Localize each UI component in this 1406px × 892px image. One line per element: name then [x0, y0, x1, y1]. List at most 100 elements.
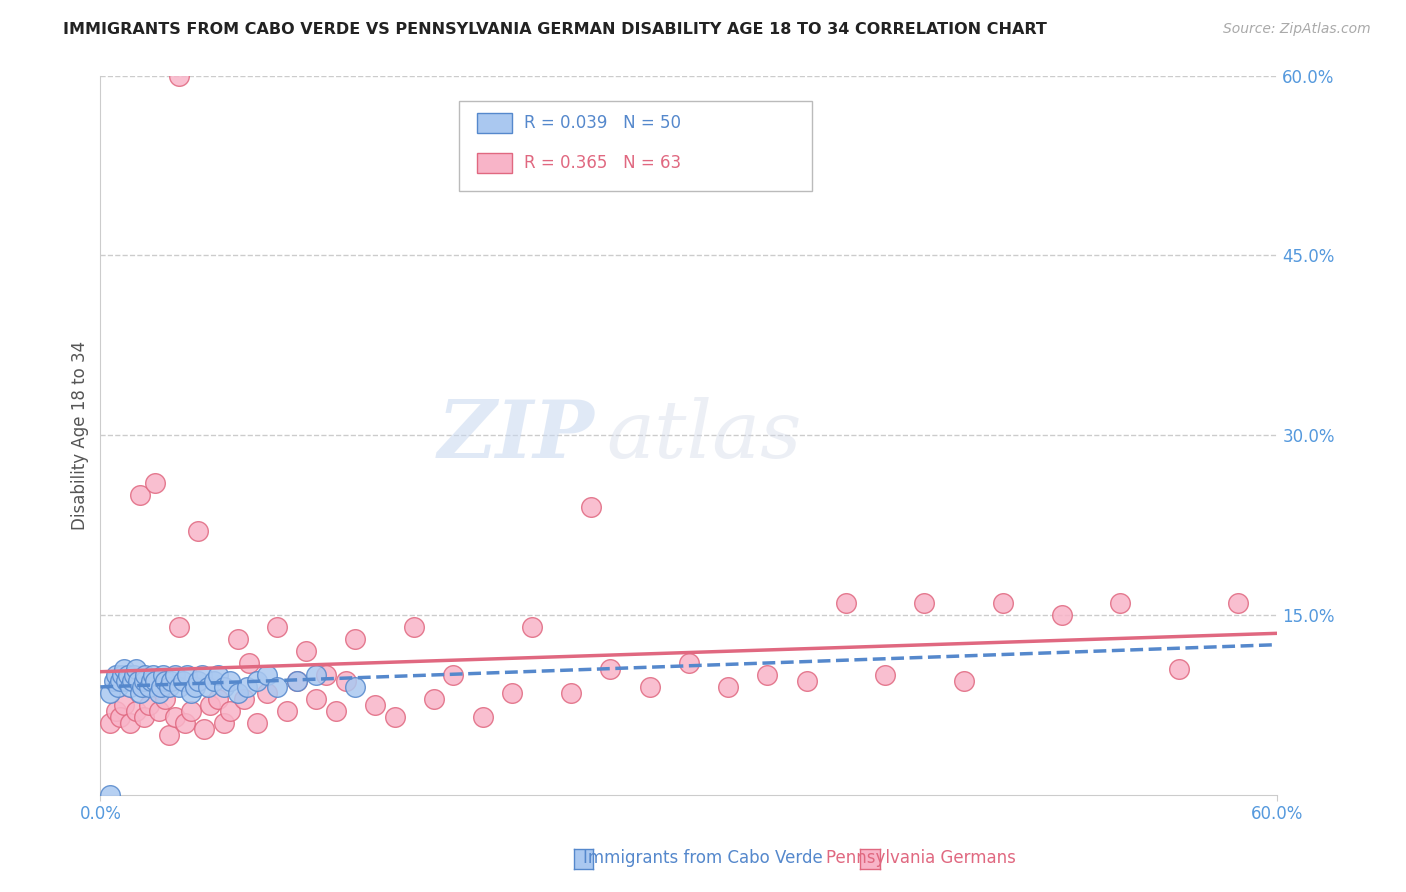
Point [127, 674, 149, 689]
Text: atlas: atlas [606, 397, 801, 474]
Point [471, 710, 494, 724]
Point [835, 596, 858, 610]
Point [157, 728, 180, 742]
Point [160, 674, 183, 689]
Point [285, 674, 308, 689]
Point [124, 704, 146, 718]
Point [138, 698, 160, 712]
Point [246, 674, 269, 689]
Point [121, 674, 143, 689]
Point [579, 500, 602, 515]
Point [148, 686, 170, 700]
Point [138, 680, 160, 694]
Point [167, 620, 190, 634]
Point [191, 668, 214, 682]
Point [118, 716, 141, 731]
Point [218, 704, 240, 718]
Point [678, 656, 700, 670]
Point [218, 674, 240, 689]
Point [232, 692, 254, 706]
Point [98, 716, 121, 731]
Point [141, 674, 163, 689]
Point [756, 668, 779, 682]
Point [153, 674, 176, 689]
Point [107, 680, 129, 694]
Point [132, 674, 155, 689]
Point [105, 704, 128, 718]
Point [501, 686, 523, 700]
Point [143, 674, 166, 689]
Point [118, 680, 141, 694]
Point [912, 596, 935, 610]
Point [384, 710, 406, 724]
Point [132, 710, 155, 724]
Point [1109, 596, 1132, 610]
Point [325, 704, 347, 718]
Point [404, 620, 426, 634]
Point [200, 698, 222, 712]
Point [285, 674, 308, 689]
Point [952, 674, 974, 689]
Point [276, 704, 298, 718]
Point [152, 668, 174, 682]
Text: Immigrants from Cabo Verde: Immigrants from Cabo Verde [583, 849, 823, 867]
Point [226, 686, 249, 700]
Point [443, 668, 465, 682]
Point [212, 716, 235, 731]
Point [638, 680, 661, 694]
Y-axis label: Disability Age 18 to 34: Disability Age 18 to 34 [72, 341, 89, 530]
Point [98, 788, 121, 802]
Text: Source: ZipAtlas.com: Source: ZipAtlas.com [1223, 22, 1371, 37]
Point [991, 596, 1014, 610]
Text: R = 0.365   N = 63: R = 0.365 N = 63 [524, 153, 682, 171]
Point [128, 488, 150, 502]
Text: R = 0.039   N = 50: R = 0.039 N = 50 [524, 114, 681, 132]
Point [128, 686, 150, 700]
Point [108, 710, 131, 724]
Point [1227, 596, 1250, 610]
Point [1050, 608, 1073, 623]
Point [150, 680, 173, 694]
Text: ZIP: ZIP [437, 397, 595, 474]
Point [187, 674, 209, 689]
Point [207, 668, 229, 682]
Text: Pennsylvania Germans: Pennsylvania Germans [825, 849, 1017, 867]
Point [335, 674, 357, 689]
Point [131, 680, 153, 694]
Point [167, 69, 190, 83]
Point [148, 704, 170, 718]
Point [172, 674, 194, 689]
Point [115, 674, 138, 689]
FancyBboxPatch shape [460, 101, 813, 191]
Point [344, 632, 367, 647]
Point [112, 662, 135, 676]
Point [103, 674, 125, 689]
Point [183, 680, 205, 694]
Point [238, 656, 260, 670]
Point [197, 680, 219, 694]
Point [180, 704, 202, 718]
Point [122, 668, 145, 682]
Point [207, 692, 229, 706]
Point [1168, 662, 1191, 676]
Point [163, 710, 186, 724]
Point [180, 686, 202, 700]
Point [153, 692, 176, 706]
Point [187, 524, 209, 539]
Point [108, 674, 131, 689]
Point [305, 668, 328, 682]
Point [176, 668, 198, 682]
Point [266, 680, 288, 694]
Point [717, 680, 740, 694]
Point [226, 632, 249, 647]
Point [98, 686, 121, 700]
Point [167, 680, 190, 694]
Point [193, 722, 215, 736]
Point [124, 662, 146, 676]
Point [157, 680, 180, 694]
Point [112, 698, 135, 712]
Point [142, 668, 165, 682]
Point [873, 668, 896, 682]
Point [295, 644, 318, 658]
Point [111, 668, 134, 682]
